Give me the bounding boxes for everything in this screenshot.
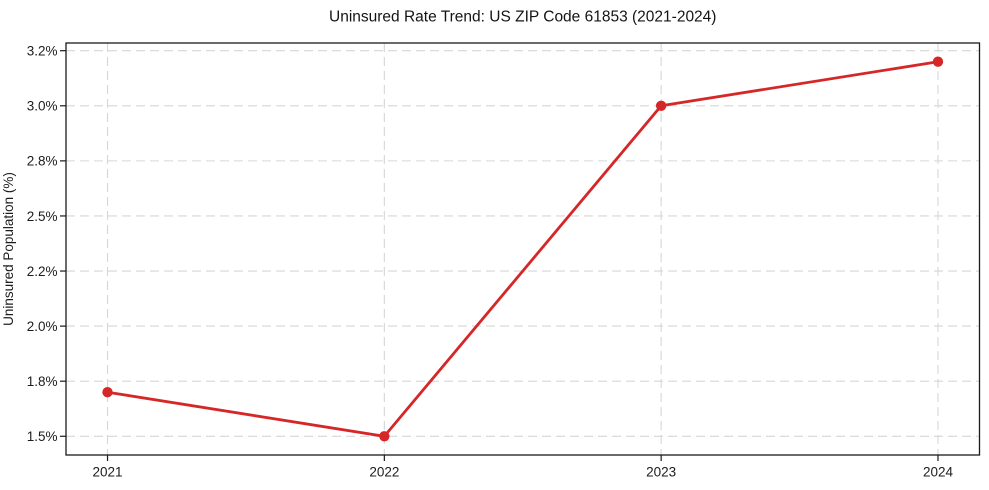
plot-frame [65,42,981,456]
chart-title: Uninsured Rate Trend: US ZIP Code 61853 … [329,9,716,26]
y-tick-label: 2.2% [27,264,58,279]
y-tick-label: 1.8% [27,374,58,389]
data-point [655,100,667,111]
data-point [932,56,944,67]
tick-layer: 1.5% 1.8% 2.0% 2.2% 2.5% 2.8% 3.0% 3.2% 2021 2022… [27,44,954,480]
data-point [102,387,113,398]
x-tick-label: 2021 [92,465,122,480]
series-layer [102,56,944,442]
x-tick-label: 2023 [646,465,676,480]
x-tick-label: 2024 [923,465,954,480]
y-axis-label: Uninsured Population (%) [1,172,16,326]
grid-layer [66,43,980,455]
y-tick-label: 2.0% [27,319,58,334]
trend-line [106,60,940,438]
x-tick-label: 2022 [369,465,399,480]
data-point [379,431,390,442]
y-tick-label: 1.5% [27,429,58,444]
y-tick-label: 2.8% [27,154,58,169]
y-tick-label: 3.0% [27,99,58,114]
y-tick-label: 3.2% [27,44,58,59]
y-tick-label: 2.5% [27,209,58,224]
